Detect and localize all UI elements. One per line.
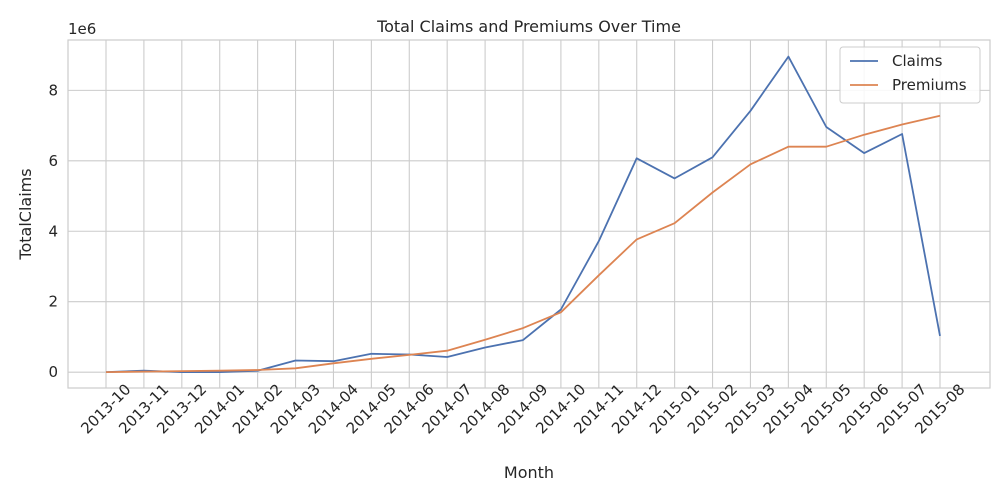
- y-tick-label: 8: [48, 81, 58, 99]
- series-line-premiums: [105, 114, 941, 373]
- y-tick-label: 6: [48, 152, 58, 170]
- x-axis-label: Month: [504, 463, 554, 482]
- grid: [68, 40, 990, 388]
- series-lines: [105, 55, 941, 374]
- y-tick-label: 0: [48, 363, 58, 381]
- y-axis-offset-label: 1e6: [68, 20, 96, 38]
- legend: Claims Premiums: [839, 46, 981, 104]
- y-tick-labels: 0 2 4 6 8: [48, 81, 58, 381]
- legend-label-premiums: Premiums: [892, 76, 967, 94]
- plot-frame: [67, 39, 991, 389]
- chart-title: Total Claims and Premiums Over Time: [376, 17, 681, 36]
- legend-label-claims: Claims: [892, 52, 943, 70]
- x-tick-labels: 2013-102013-112013-122014-012014-022014-…: [77, 380, 968, 437]
- series-line-claims: [105, 55, 941, 374]
- y-tick-label: 2: [48, 293, 58, 311]
- y-axis-label: TotalClaims: [16, 168, 35, 260]
- y-tick-label: 4: [48, 222, 58, 240]
